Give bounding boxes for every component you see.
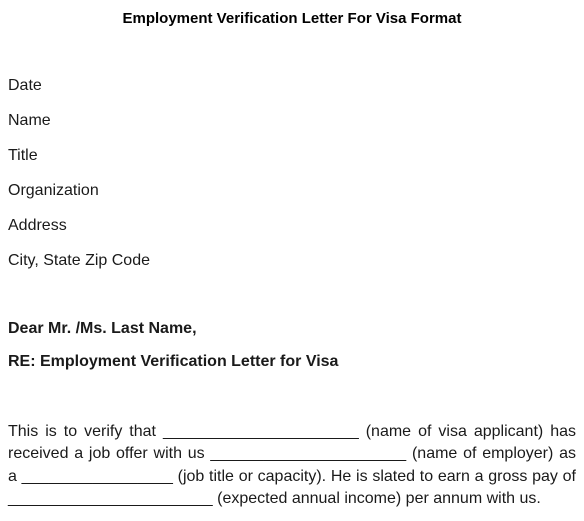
field-name: Name <box>8 112 576 130</box>
field-organization: Organization <box>8 182 576 200</box>
document-container: Employment Verification Letter For Visa … <box>0 0 584 521</box>
header-fields: Date Name Title Organization Address Cit… <box>8 77 576 270</box>
document-title: Employment Verification Letter For Visa … <box>8 10 576 27</box>
field-title: Title <box>8 147 576 165</box>
salutation: Dear Mr. /Ms. Last Name, <box>8 320 576 338</box>
body-paragraph: This is to verify that _________________… <box>8 421 576 511</box>
field-date: Date <box>8 77 576 95</box>
field-address: Address <box>8 217 576 235</box>
subject-line: RE: Employment Verification Letter for V… <box>8 353 576 371</box>
field-city-state-zip: City, State Zip Code <box>8 252 576 270</box>
